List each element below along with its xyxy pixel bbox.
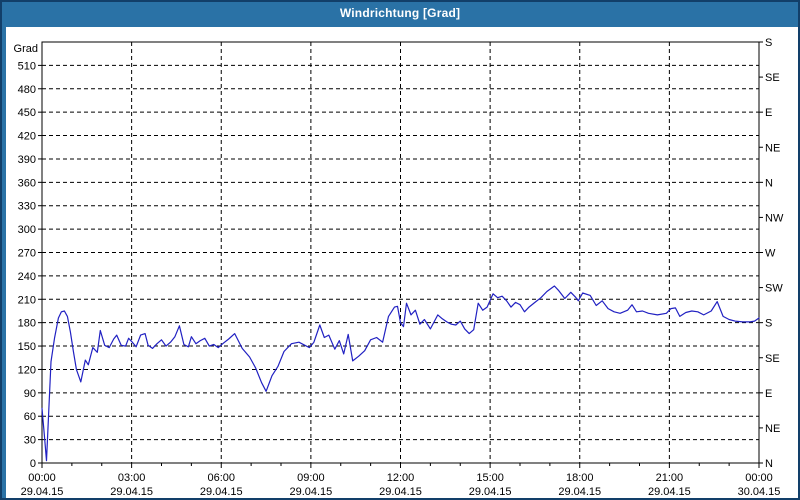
- axis-label: SE: [765, 72, 780, 84]
- x-date-label: 29.04.15: [200, 486, 243, 498]
- chart-panel: [6, 27, 798, 498]
- axis-label: 0: [30, 458, 36, 470]
- wind-direction-line: [41, 285, 760, 462]
- x-date-label: 29.04.15: [648, 486, 691, 498]
- x-date-label: 30.04.15: [738, 486, 781, 498]
- axis-label: 300: [18, 224, 36, 236]
- axis-label: 120: [18, 364, 36, 376]
- x-axis: 00:00 29.04.15 03:00 29.04.15 06:00 29.04.15 0…: [21, 463, 781, 498]
- x-date-label: 29.04.15: [379, 486, 422, 498]
- x-time-label: 00:00: [745, 472, 773, 484]
- axis-label: 150: [18, 341, 36, 353]
- axis-label: SW: [765, 283, 783, 295]
- axis-label: N: [765, 458, 773, 470]
- x-date-label: 29.04.15: [469, 486, 512, 498]
- x-date-label: 29.04.15: [21, 486, 64, 498]
- axis-label: NE: [765, 423, 780, 435]
- axis-label: S: [765, 37, 772, 49]
- axis-label: E: [765, 107, 772, 119]
- x-time-label: 12:00: [387, 472, 415, 484]
- x-date-label: 29.04.15: [289, 486, 332, 498]
- axis-label: 420: [18, 131, 36, 143]
- x-time-label: 03:00: [118, 472, 146, 484]
- window-titlebar: Windrichtung [Grad]: [2, 2, 798, 24]
- axis-label: 210: [18, 294, 36, 306]
- y-axis-left: 0 30 60 90 120 150 180 210 240 270 300 330 360 390 420…: [14, 43, 42, 470]
- x-time-label: 21:00: [656, 472, 684, 484]
- axis-label: 480: [18, 84, 36, 96]
- x-date-label: 29.04.15: [110, 486, 153, 498]
- axis-label: 510: [18, 60, 36, 72]
- axis-label: N: [765, 177, 773, 189]
- axis-label: 90: [24, 388, 36, 400]
- axis-label: 30: [24, 435, 36, 447]
- x-time-label: 15:00: [476, 472, 504, 484]
- y-axis-right: N NE E SE S SW W NW N NE E SE S: [759, 37, 784, 470]
- y-axis-title: Grad: [14, 43, 38, 55]
- axis-label: S: [765, 318, 772, 330]
- axis-label: 240: [18, 271, 36, 283]
- axis-label: 180: [18, 318, 36, 330]
- axis-label: NE: [765, 142, 780, 154]
- axis-label: SE: [765, 353, 780, 365]
- axis-label: W: [765, 248, 776, 260]
- x-time-label: 06:00: [207, 472, 235, 484]
- axis-label: NW: [765, 212, 784, 224]
- axis-label: 390: [18, 154, 36, 166]
- x-time-label: 00:00: [28, 472, 56, 484]
- axis-label: 450: [18, 107, 36, 119]
- axis-label: 270: [18, 248, 36, 260]
- axis-label: 60: [24, 411, 36, 423]
- vertical-gridlines: [131, 42, 670, 463]
- x-date-label: 29.04.15: [558, 486, 601, 498]
- x-time-label: 18:00: [566, 472, 594, 484]
- axis-label: E: [765, 388, 772, 400]
- window-title: Windrichtung [Grad]: [339, 6, 461, 20]
- axis-label: 330: [18, 201, 36, 213]
- x-time-label: 09:00: [297, 472, 325, 484]
- axis-label: 360: [18, 177, 36, 189]
